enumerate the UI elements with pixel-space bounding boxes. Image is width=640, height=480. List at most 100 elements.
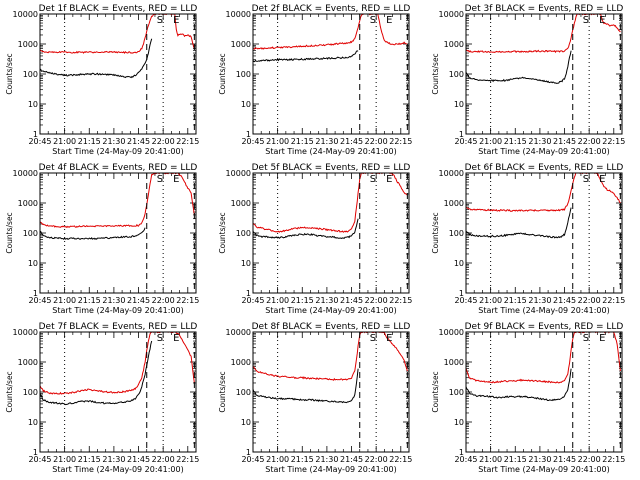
- marker-label-s: S: [583, 174, 589, 185]
- x-tick-label: 22:00: [152, 455, 175, 464]
- x-tick-label: 21:15: [78, 455, 101, 464]
- y-tick-label: 10000: [439, 328, 464, 337]
- y-tick-label: 10000: [13, 10, 38, 19]
- y-tick-label: 10: [454, 418, 464, 427]
- x-tick-label: 22:15: [176, 137, 199, 146]
- x-tick-label: 21:15: [504, 296, 527, 305]
- chart-title: Det 9f BLACK = Events, RED = LLD: [465, 322, 624, 332]
- x-tick-label: 21:45: [340, 137, 363, 146]
- x-tick-label: 22:00: [365, 296, 388, 305]
- marker-label-s: S: [157, 174, 163, 185]
- x-tick-label: 21:45: [553, 455, 576, 464]
- x-tick-label: 21:30: [102, 137, 125, 146]
- chart-title: Det 1f BLACK = Events, RED = LLD: [39, 4, 198, 14]
- marker-label-s: S: [157, 15, 163, 26]
- y-tick-label: 100: [236, 388, 251, 397]
- x-tick-label: 21:45: [127, 296, 150, 305]
- x-tick-label: 21:45: [553, 137, 576, 146]
- y-tick-label: 10000: [439, 10, 464, 19]
- y-tick-label: 10: [454, 259, 464, 268]
- y-tick-label: 10: [241, 259, 251, 268]
- x-tick-label: 22:00: [152, 137, 175, 146]
- chart-panel-4: Det 4f BLACK = Events, RED = LLD Counts/s…: [5, 163, 199, 315]
- x-tick-label: 21:30: [315, 455, 338, 464]
- x-tick-label: 21:15: [291, 296, 314, 305]
- y-tick-label: 10: [241, 418, 251, 427]
- x-axis-label: Start Time (24-May-09 20:41:00): [265, 465, 396, 474]
- x-tick-label: 20:45: [454, 137, 477, 146]
- marker-label-e: E: [173, 333, 179, 344]
- x-tick-label: 21:45: [340, 455, 363, 464]
- y-tick-label: 1000: [18, 199, 38, 208]
- marker-label-s: S: [370, 174, 376, 185]
- y-tick-label: 10000: [13, 328, 38, 337]
- x-tick-label: 22:15: [602, 137, 625, 146]
- chart-title: Det 5f BLACK = Events, RED = LLD: [252, 163, 411, 173]
- series-lld-line: [40, 14, 195, 55]
- x-tick-label: 21:30: [528, 455, 551, 464]
- y-tick-label: 10: [241, 100, 251, 109]
- x-tick-label: 21:00: [479, 455, 502, 464]
- plot-frame: [252, 172, 410, 294]
- chart-title: Det 3f BLACK = Events, RED = LLD: [465, 4, 624, 14]
- y-axis-label: Counts/sec: [5, 53, 14, 94]
- y-tick-label: 10: [28, 418, 38, 427]
- plot-frame: [252, 13, 410, 135]
- x-axis-label: Start Time (24-May-09 20:41:00): [52, 147, 183, 156]
- x-tick-label: 21:30: [528, 296, 551, 305]
- plot-frame: [39, 13, 197, 135]
- plot-frame: [465, 172, 623, 294]
- x-tick-label: 21:00: [53, 296, 76, 305]
- x-axis-label: Start Time (24-May-09 20:41:00): [478, 465, 609, 474]
- marker-label-e: E: [599, 333, 605, 344]
- x-tick-label: 22:00: [365, 137, 388, 146]
- series-lld-line: [466, 14, 621, 54]
- x-tick-label: 20:45: [241, 455, 264, 464]
- chart-title: Det 7f BLACK = Events, RED = LLD: [39, 322, 198, 332]
- y-tick-label: 1: [246, 130, 251, 139]
- marker-label-e: E: [173, 174, 179, 185]
- y-tick-label: 1000: [18, 358, 38, 367]
- x-tick-label: 22:15: [176, 296, 199, 305]
- x-tick-label: 21:45: [553, 296, 576, 305]
- chart-panel-2: Det 2f BLACK = Events, RED = LLD Counts/s…: [218, 4, 412, 156]
- x-tick-label: 22:15: [389, 455, 412, 464]
- x-tick-label: 20:45: [454, 455, 477, 464]
- series-events-line: [253, 368, 359, 404]
- x-tick-label: 21:45: [127, 455, 150, 464]
- x-axis-label: Start Time (24-May-09 20:41:00): [478, 306, 609, 315]
- y-tick-label: 100: [23, 388, 38, 397]
- y-tick-label: 100: [236, 70, 251, 79]
- x-tick-label: 22:00: [152, 296, 175, 305]
- y-tick-label: 1000: [231, 199, 251, 208]
- x-axis-label: Start Time (24-May-09 20:41:00): [265, 147, 396, 156]
- x-tick-label: 21:45: [127, 137, 150, 146]
- marker-label-s: S: [370, 333, 376, 344]
- y-tick-label: 10000: [13, 169, 38, 178]
- x-tick-label: 21:30: [102, 455, 125, 464]
- marker-label-e: E: [386, 15, 392, 26]
- plot-frame: [252, 331, 410, 453]
- series-lld-line: [466, 173, 621, 212]
- chart-title: Det 8f BLACK = Events, RED = LLD: [252, 322, 411, 332]
- series-events-line: [253, 50, 359, 63]
- series-lld-line: [253, 173, 408, 233]
- y-tick-label: 100: [236, 229, 251, 238]
- x-tick-label: 21:30: [528, 137, 551, 146]
- series-lld-line: [40, 173, 195, 228]
- x-axis-label: Start Time (24-May-09 20:41:00): [265, 306, 396, 315]
- y-tick-label: 1: [459, 448, 464, 457]
- chart-title: Det 2f BLACK = Events, RED = LLD: [252, 4, 411, 14]
- y-tick-label: 1000: [444, 199, 464, 208]
- plot-frame: [39, 331, 197, 453]
- x-tick-label: 21:15: [504, 137, 527, 146]
- y-tick-label: 1: [246, 289, 251, 298]
- marker-label-s: S: [583, 15, 589, 26]
- x-tick-label: 21:00: [266, 455, 289, 464]
- x-tick-label: 22:00: [365, 455, 388, 464]
- x-tick-label: 20:45: [28, 455, 51, 464]
- y-tick-label: 1: [33, 289, 38, 298]
- series-events-line: [466, 207, 572, 239]
- chart-panel-8: Det 8f BLACK = Events, RED = LLD Counts/s…: [218, 322, 412, 474]
- x-tick-label: 21:30: [315, 137, 338, 146]
